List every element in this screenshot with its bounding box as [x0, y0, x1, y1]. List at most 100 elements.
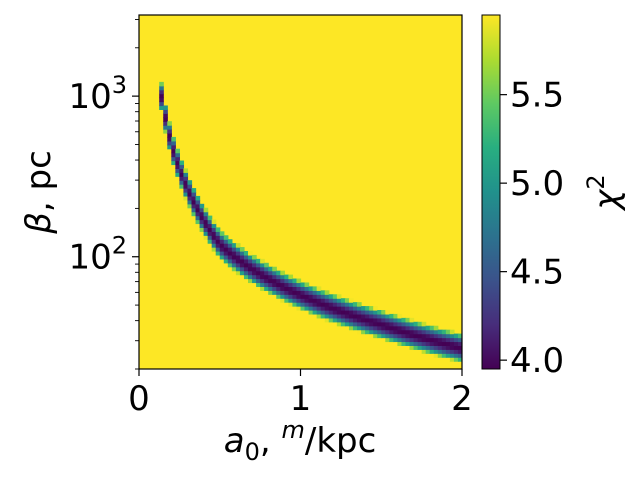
y-tick-label: 102: [68, 232, 127, 278]
heatmap-cell: [191, 195, 197, 201]
heatmap-cell: [453, 353, 459, 358]
heatmap-cell: [175, 152, 180, 158]
heatmap-cell: [235, 266, 241, 272]
heatmap-cell: [401, 329, 407, 335]
heatmap-cell: [292, 282, 298, 287]
heatmap-cell: [179, 184, 185, 189]
heatmap-cell: [191, 207, 197, 213]
heatmap-cell: [316, 290, 322, 295]
heatmap-cell: [280, 290, 285, 295]
heatmap-cell: [348, 302, 354, 307]
heatmap-cell: [361, 306, 366, 311]
heatmap-cell: [211, 227, 217, 232]
heatmap-cell: [397, 317, 403, 323]
heatmap-cell: [369, 321, 374, 327]
heatmap-cell: [304, 302, 310, 307]
heatmap-cell: [348, 313, 354, 319]
heatmap-cells: [159, 81, 462, 362]
heatmap-cell: [207, 239, 213, 244]
heatmap-cell: [357, 321, 362, 327]
heatmap-cell: [377, 310, 382, 315]
heatmap-cell: [280, 294, 285, 299]
colorbar-label: χ2: [582, 174, 627, 211]
heatmap-cell: [203, 235, 209, 240]
heatmap-cell: [231, 251, 237, 256]
heatmap-cell: [316, 306, 322, 311]
heatmap-cell: [373, 317, 378, 323]
heatmap-cell: [397, 321, 403, 327]
heatmap-cell: [413, 321, 419, 327]
heatmap-cell: [171, 148, 176, 154]
heatmap-cell: [280, 278, 285, 284]
heatmap-cell: [377, 317, 382, 323]
heatmap-cell: [260, 282, 265, 287]
heatmap-cell: [328, 294, 334, 299]
heatmap-cell: [373, 306, 378, 311]
heatmap-cell: [320, 313, 326, 319]
heatmap-cell: [308, 302, 314, 307]
heatmap-cell: [276, 286, 281, 291]
heatmap-cell: [445, 353, 451, 358]
heatmap-cell: [304, 282, 310, 287]
heatmap-cell: [437, 333, 443, 339]
heatmap-cell: [385, 325, 390, 331]
heatmap-cell: [231, 243, 237, 248]
heatmap-cell: [187, 188, 193, 193]
heatmap-cell: [357, 317, 362, 323]
heatmap-cell: [264, 278, 269, 284]
heatmap-cell: [425, 341, 431, 346]
heatmap-cell: [328, 317, 334, 323]
heatmap-cell: [437, 329, 443, 335]
heatmap-cell: [300, 286, 306, 291]
heatmap-cell: [381, 317, 386, 323]
heatmap-cell: [227, 254, 233, 260]
heatmap-cell: [425, 325, 431, 331]
heatmap-cell: [401, 321, 407, 327]
heatmap-cell: [272, 270, 277, 276]
heatmap-cell: [171, 156, 176, 162]
heatmap-cell: [373, 325, 378, 331]
heatmap-cell: [365, 329, 370, 335]
heatmap-cell: [199, 207, 205, 213]
heatmap-cell: [361, 317, 366, 323]
heatmap-cell: [288, 278, 294, 284]
heatmap-cell: [409, 329, 415, 335]
heatmap-cell: [429, 329, 435, 335]
heatmap-cell: [437, 349, 443, 354]
heatmap-cell: [393, 337, 398, 343]
heatmap-cell: [159, 105, 164, 110]
heatmap-cell: [171, 152, 176, 158]
heatmap-cell: [300, 294, 306, 299]
heatmap-cell: [175, 156, 180, 162]
heatmap-cell: [191, 211, 197, 217]
heatmap-cell: [272, 286, 277, 291]
heatmap-cell: [300, 302, 306, 307]
heatmap-cell: [344, 317, 350, 323]
heatmap-cell: [381, 321, 386, 327]
heatmap-cell: [296, 298, 302, 303]
heatmap-cell: [223, 247, 229, 252]
heatmap-cell: [288, 290, 294, 295]
heatmap-cell: [405, 325, 411, 331]
heatmap-cell: [316, 294, 322, 299]
heatmap-cell: [389, 313, 394, 319]
heatmap-cell: [211, 243, 217, 248]
heatmap-cell: [336, 310, 342, 315]
heatmap-cell: [336, 321, 342, 327]
heatmap-cell: [336, 313, 342, 319]
heatmap-cell: [441, 329, 447, 335]
heatmap-cell: [256, 282, 261, 287]
heatmap-cell: [397, 337, 403, 343]
heatmap-cell: [449, 337, 455, 343]
heatmap-cell: [336, 302, 342, 307]
heatmap-cell: [223, 258, 229, 264]
heatmap-cell: [167, 133, 172, 138]
colorbar: 4.0 4.5 5.0 5.5 χ2: [481, 14, 627, 381]
heatmap-cell: [381, 310, 386, 315]
heatmap-cell: [437, 353, 443, 358]
heatmap-cell: [421, 329, 427, 335]
heatmap-cell: [195, 199, 201, 205]
heatmap-cell: [280, 274, 285, 280]
heatmap-cell: [336, 306, 342, 311]
heatmap-cell: [219, 247, 225, 252]
